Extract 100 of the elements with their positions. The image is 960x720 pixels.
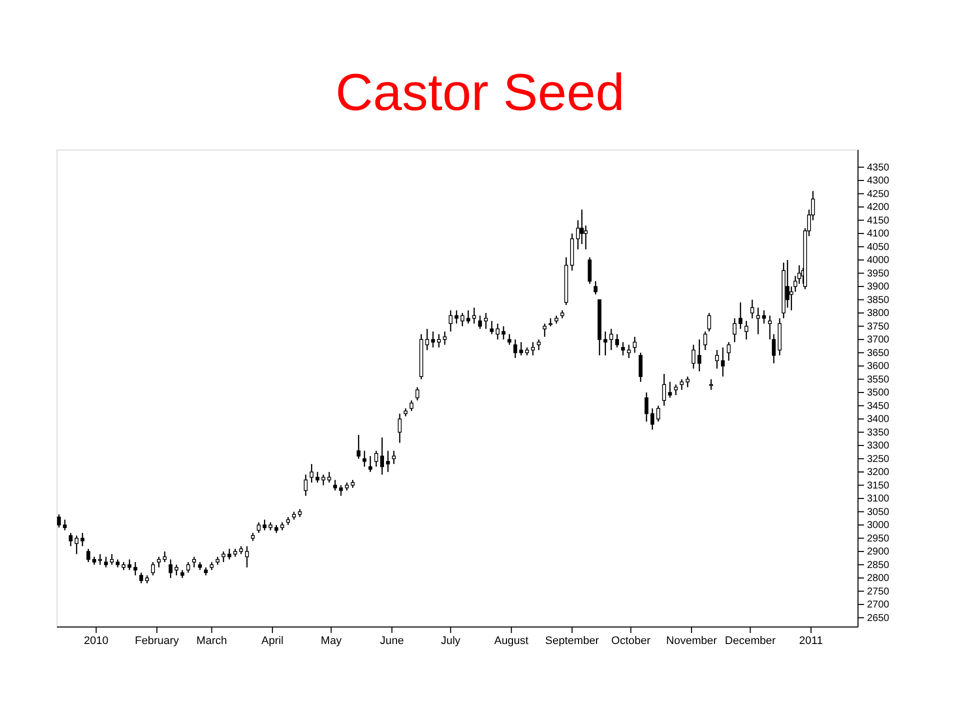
x-tick-label: August [494,634,528,647]
x-tick-label: April [261,634,284,647]
candlestick [496,322,500,340]
candlestick [692,344,696,370]
candlestick [513,338,518,359]
y-tick-label: 3750 [867,321,890,332]
candlestick [110,554,114,566]
candlestick [425,328,430,351]
candlestick [431,330,435,348]
candlestick [536,338,541,351]
candlestick [104,556,108,568]
candlestick [707,312,712,332]
candlestick [339,484,343,496]
candlestick [415,386,420,402]
candlestick [128,558,132,571]
candlestick [222,550,226,563]
y-tick-label: 4100 [867,228,890,240]
candlestick [709,378,714,390]
candlestick [304,474,308,496]
candlestick [668,381,672,398]
candlestick [662,373,666,406]
candlestick [726,342,731,362]
candlestick [644,392,648,422]
candlestick [98,554,102,566]
y-tick-label: 3350 [867,427,890,438]
y-tick-label: 3050 [867,506,890,518]
candlestick [333,479,337,492]
y-tick-label: 3300 [867,440,890,452]
y-tick-label: 3800 [867,308,890,320]
candlestick [442,330,447,346]
candlestick [502,326,506,340]
candlestick [192,556,196,568]
y-tick-label: 2850 [867,560,890,571]
candlestick [674,384,678,396]
candlestick [490,320,494,335]
candlestick [638,352,643,382]
candlestick [410,400,414,412]
candlestick [62,519,67,531]
candlestick [256,522,261,534]
y-tick-label: 4200 [867,202,890,214]
candlestick [762,310,766,324]
candlestick [227,548,232,560]
candlestick [478,315,482,330]
candlestick [615,334,620,348]
candlestick [656,405,660,422]
y-tick-label: 4350 [867,162,890,174]
y-tick-label: 3950 [867,268,890,280]
candlestick [594,280,598,296]
candlestick [744,320,748,340]
candlestick [398,413,402,444]
candlestick [621,342,625,356]
candlestick [356,434,360,460]
y-tick-label: 2650 [867,612,890,624]
candlestick [732,318,737,343]
candlestick [362,450,366,468]
candlestick [310,463,314,484]
candlestick [454,310,458,324]
x-tick-label: March [196,634,227,647]
candlestick [86,548,90,563]
candlestick [186,561,190,574]
candlestick [68,532,73,547]
x-tick-label: October [611,634,651,647]
candlestick [588,256,592,284]
candlestick [686,376,690,388]
candlestick [750,299,754,319]
candlestick [392,450,396,465]
candlestick [460,312,464,327]
candlestick [609,328,614,351]
candlestick [650,408,654,430]
x-tick-label: 2010 [84,634,108,647]
candlestick [436,334,441,348]
y-tick-label: 2700 [867,600,890,611]
candlestick [472,307,476,324]
x-tick-label: May [320,634,342,647]
x-tick-label: September [545,634,600,647]
candlestick [715,349,719,370]
candlestick [626,344,631,359]
y-tick-label: 2900 [867,546,890,558]
y-tick-label: 3000 [867,520,890,532]
candlestick [703,330,708,351]
y-tick-label: 3450 [867,400,890,412]
x-tick-label: July [440,634,461,647]
candlestick [262,519,266,531]
candlestick [508,334,512,346]
y-tick-label: 4050 [867,242,890,253]
candlestick [245,546,249,568]
candlestick [168,558,172,579]
candlestick [139,572,144,584]
candlestick [151,561,155,576]
candlestick [531,342,535,356]
candlestick [162,550,167,563]
y-tick-label: 2950 [867,533,890,544]
candlestick [756,307,760,335]
y-tick-label: 3700 [867,334,890,346]
x-tick-label: December [724,634,776,647]
candlestick [603,330,608,356]
candlestick [519,342,524,356]
x-tick-label: 2011 [799,634,823,647]
candlestick [156,556,161,568]
candlestick [584,224,588,250]
